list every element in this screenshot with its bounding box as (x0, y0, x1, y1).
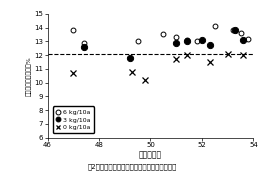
Text: 図2　穂揃期追肥窒素量別のタンパク質含有率: 図2 穂揃期追肥窒素量別のタンパク質含有率 (87, 164, 177, 170)
Legend: 6 kg/10a, 3 kg/10a, 0 kg/10a: 6 kg/10a, 3 kg/10a, 0 kg/10a (53, 106, 94, 133)
Y-axis label: タンパク質含有率　%: タンパク質含有率 % (26, 56, 32, 96)
X-axis label: 穂揃期葉色: 穂揃期葉色 (139, 150, 162, 160)
